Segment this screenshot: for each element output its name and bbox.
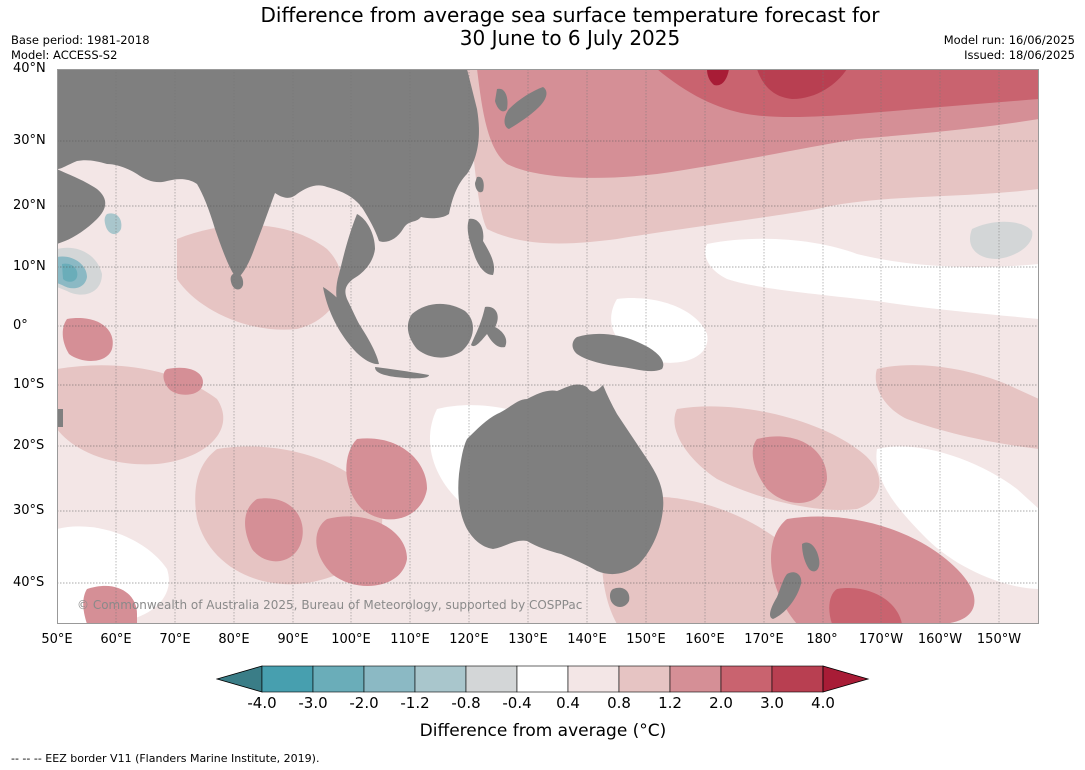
colorbar-segment (363, 665, 416, 693)
australia (458, 384, 664, 575)
lat-label: 40°N (13, 61, 46, 76)
eez-footnote: -- -- -- EEZ border V11 (Flanders Marine… (11, 752, 320, 765)
lat-label: 10°N (13, 259, 46, 274)
colorbar-segment (312, 665, 365, 693)
lat-label: 40°S (13, 575, 45, 590)
colorbar-segment (669, 665, 722, 693)
arabia-landmass (57, 169, 106, 244)
new-guinea (572, 333, 664, 372)
colorbar-segment (567, 665, 620, 693)
colorbar-segment (414, 665, 467, 693)
run-info: Model run: 16/06/2025 Issued: 18/06/2025 (944, 33, 1075, 63)
lon-label: 150°W (976, 632, 1022, 647)
lon-label: 170°E (744, 632, 784, 647)
base-period: Base period: 1981-2018 (11, 33, 150, 47)
sst-anomaly-map (57, 69, 1039, 624)
meridians (115, 69, 1000, 624)
lat-label: 30°N (13, 133, 46, 148)
lat-label: 20°N (13, 198, 46, 213)
land-masses (57, 69, 820, 619)
model-name: Model: ACCESS-S2 (11, 48, 118, 62)
colorbar-tick: 1.2 (658, 694, 682, 712)
copyright-notice: © Commonwealth of Australia 2025, Bureau… (77, 598, 583, 612)
madagascar (57, 409, 63, 427)
lon-label: 130°E (508, 632, 548, 647)
lon-label: 100°E (331, 632, 371, 647)
lat-label: 20°S (13, 438, 45, 453)
lat-label: 30°S (13, 503, 45, 518)
lon-label: 110°E (390, 632, 430, 647)
colorbar-tick: 0.8 (607, 694, 631, 712)
tasmania (609, 587, 630, 607)
indochina (336, 214, 375, 330)
japan (504, 87, 547, 129)
lon-label: 150°E (626, 632, 666, 647)
map-frame (57, 69, 1039, 624)
lon-label: 90°E (277, 632, 309, 647)
sumatra (323, 287, 379, 365)
model-run: Model run: 16/06/2025 (943, 33, 1075, 47)
colorbar-tick: -0.8 (451, 694, 481, 712)
colorbar-segment (771, 665, 824, 693)
lon-label: 120°E (449, 632, 489, 647)
colorbar-segment (720, 665, 773, 693)
colorbar-tick: 0.4 (556, 694, 580, 712)
colorbar-segment (618, 665, 671, 693)
java (375, 367, 429, 379)
lon-label: 180° (806, 632, 838, 647)
sulawesi (471, 306, 507, 348)
colorbar-tick: -1.2 (400, 694, 430, 712)
philippines (467, 218, 495, 275)
lat-label: 0° (13, 318, 28, 333)
colorbar-label: Difference from average (°C) (419, 721, 667, 741)
borneo (407, 303, 473, 358)
lon-label: 140°E (567, 632, 607, 647)
colorbar-segment (516, 665, 569, 693)
colorbar-tick: -4.0 (247, 694, 277, 712)
colorbar-tick: -2.0 (349, 694, 379, 712)
korea (495, 88, 508, 112)
title-line-1: Difference from average sea surface temp… (260, 3, 880, 27)
colorbar-segment (261, 665, 314, 693)
lat-label: 10°S (13, 377, 45, 392)
lon-label: 50°E (41, 632, 73, 647)
lon-label: 70°E (159, 632, 191, 647)
lon-label: 80°E (218, 632, 250, 647)
new-zealand-south (770, 572, 802, 619)
issued-date: Issued: 18/06/2025 (964, 48, 1075, 62)
colorbar-tick: -0.4 (502, 694, 532, 712)
colorbar-tick: 4.0 (811, 694, 835, 712)
colorbar-tick: 2.0 (709, 694, 733, 712)
title-line-2: 30 June to 6 July 2025 (459, 26, 681, 50)
colorbar-segment (465, 665, 518, 693)
sri-lanka (230, 273, 244, 290)
colorbar-extend-high (822, 665, 870, 693)
colorbar (216, 665, 870, 693)
colorbar-extend-low (216, 665, 263, 693)
colorbar-tick: -3.0 (298, 694, 328, 712)
base-info: Base period: 1981-2018 Model: ACCESS-S2 (11, 33, 150, 63)
taiwan (475, 176, 484, 193)
lon-label: 60°E (100, 632, 132, 647)
new-zealand-north (802, 542, 820, 572)
map-title: Difference from average sea surface temp… (140, 4, 1000, 50)
colorbar-tick: 3.0 (760, 694, 784, 712)
lon-label: 160°W (917, 632, 963, 647)
lon-label: 170°W (858, 632, 904, 647)
asia-landmass (57, 69, 479, 279)
lon-label: 160°E (685, 632, 725, 647)
